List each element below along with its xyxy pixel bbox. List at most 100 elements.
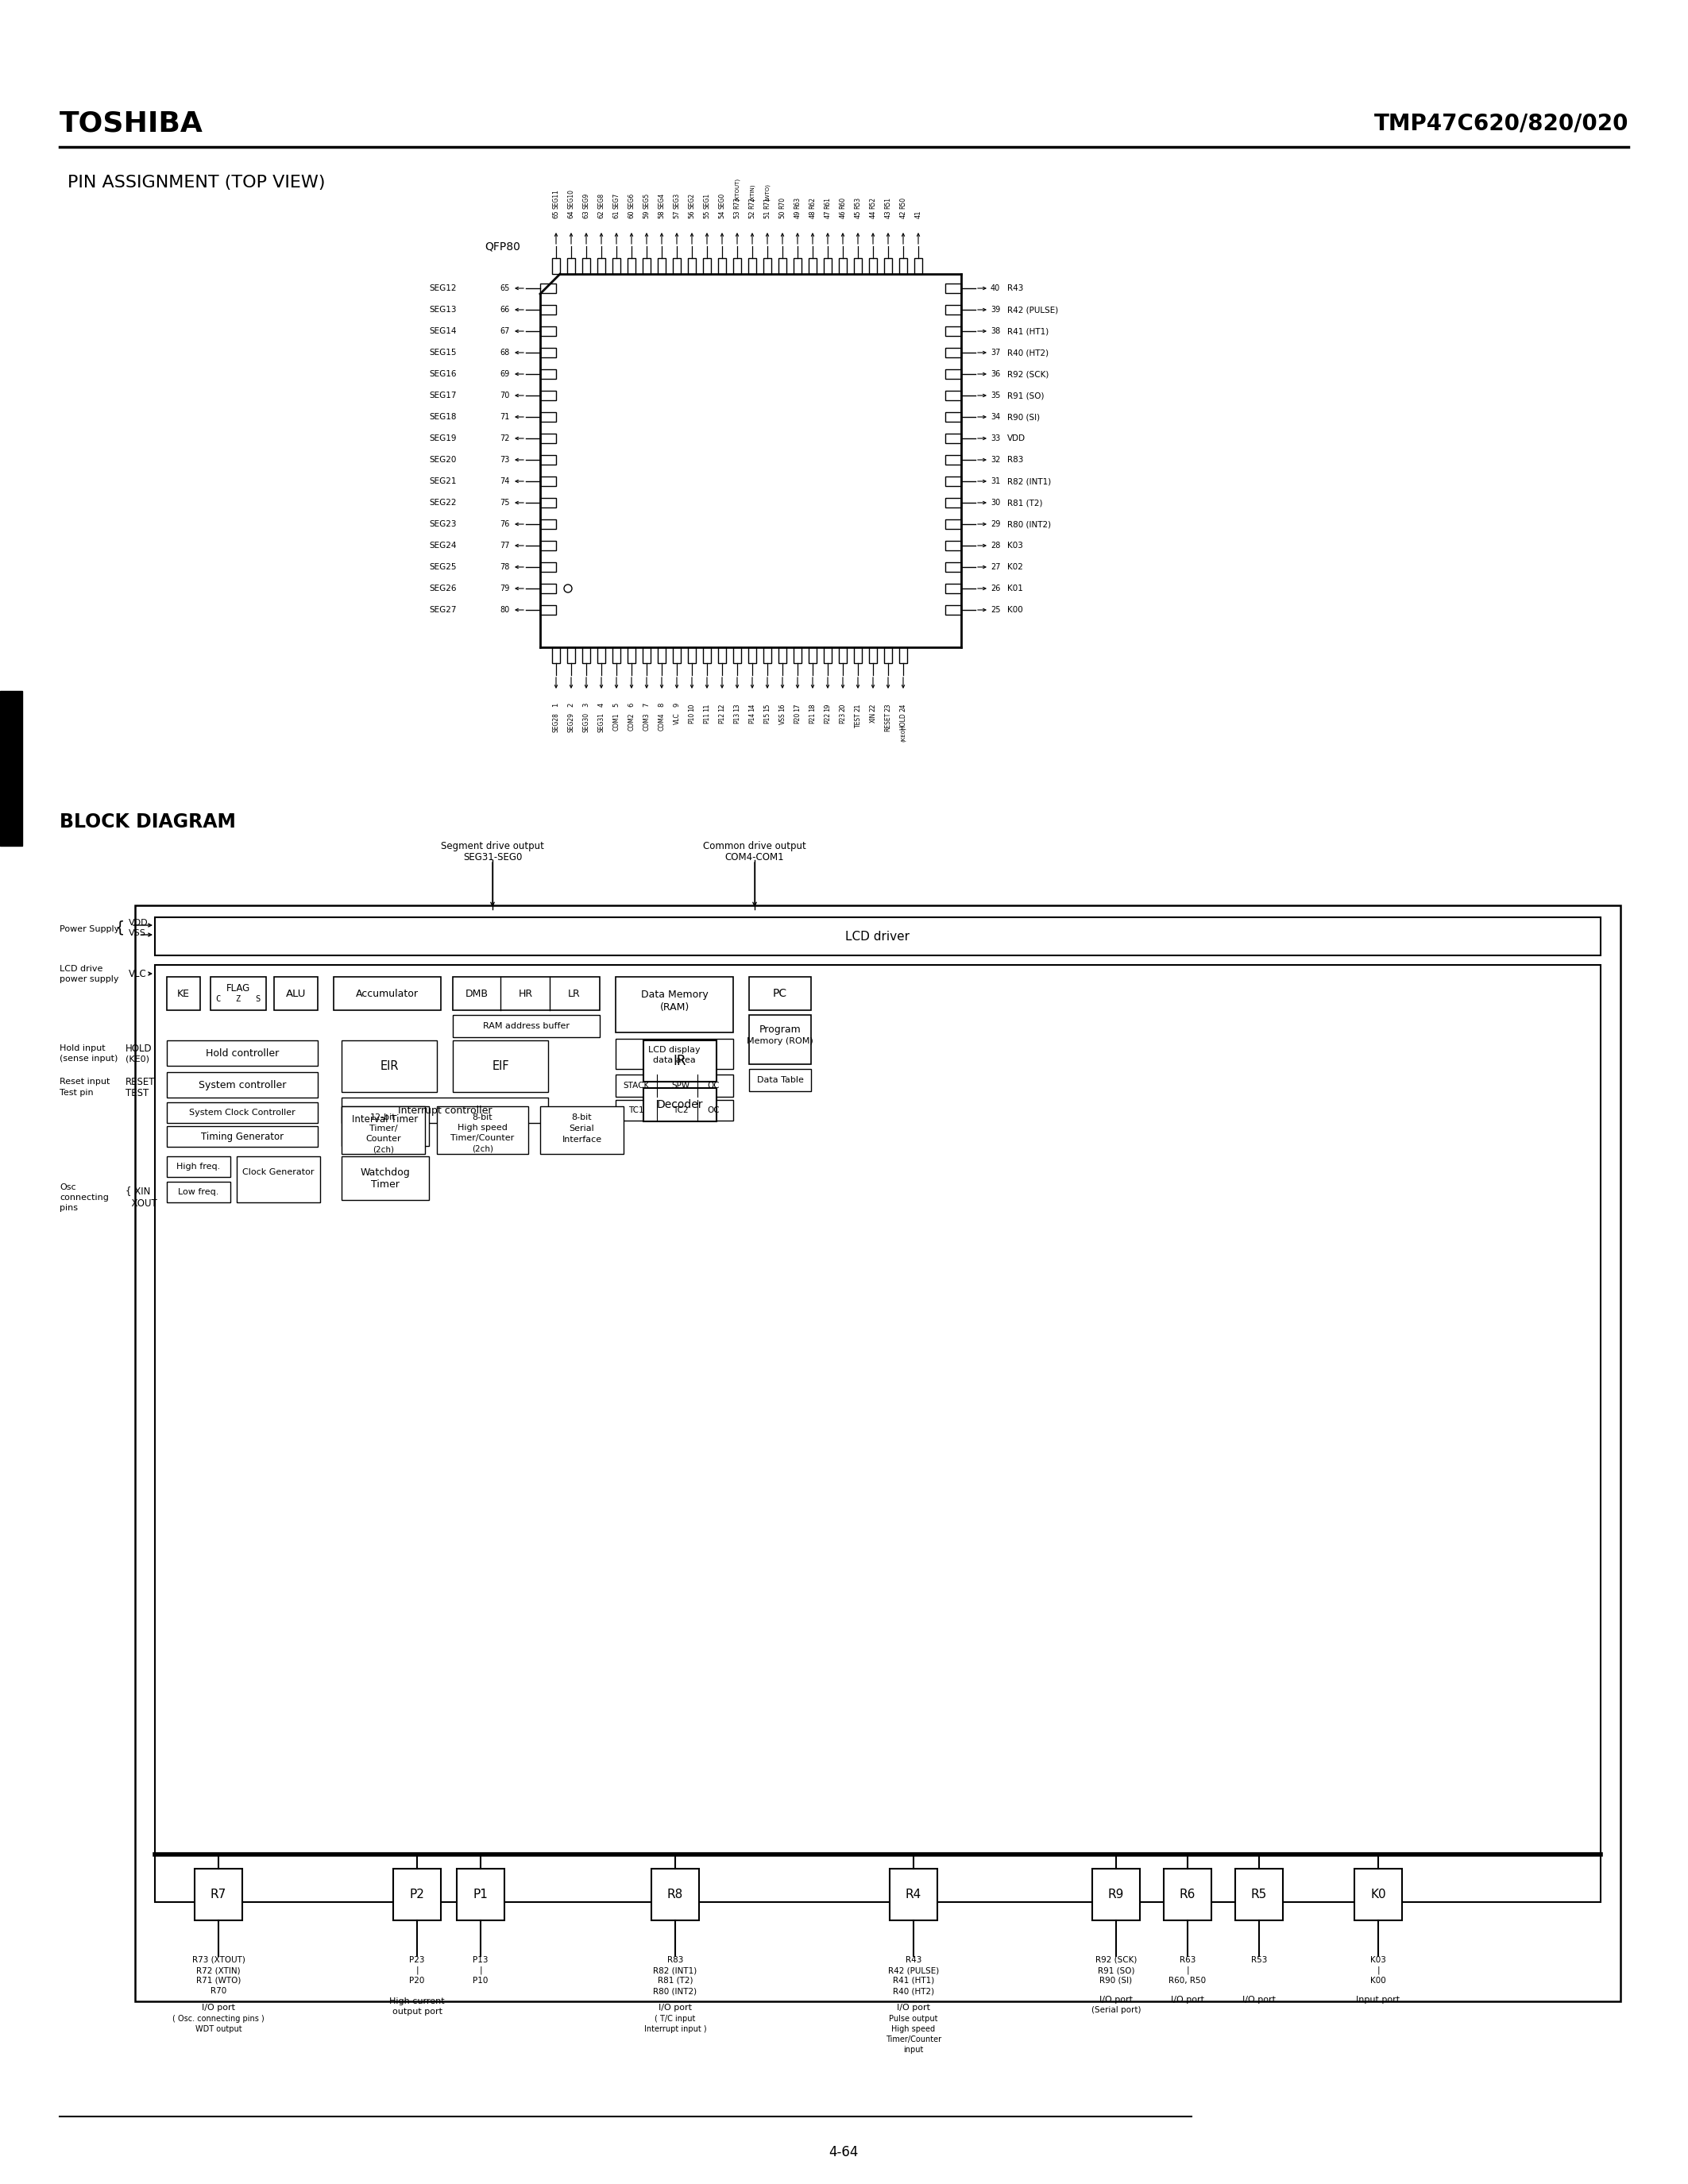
Bar	[540, 391, 555, 400]
Text: SEG24: SEG24	[429, 542, 457, 550]
Bar	[763, 258, 771, 273]
Text: 19: 19	[824, 703, 830, 712]
Bar	[613, 646, 621, 664]
Text: 76: 76	[500, 520, 510, 529]
Bar	[540, 1107, 623, 1153]
Text: Memory (ROM): Memory (ROM)	[746, 1037, 814, 1046]
Text: SEG9: SEG9	[582, 192, 589, 210]
Text: 23: 23	[885, 703, 891, 712]
Bar	[702, 258, 711, 273]
Text: P1: P1	[473, 1889, 488, 1900]
Text: SEG12: SEG12	[429, 284, 457, 293]
Text: EIF: EIF	[491, 1059, 510, 1072]
Text: SEG13: SEG13	[429, 306, 457, 314]
Bar	[552, 258, 560, 273]
Text: SEG20: SEG20	[429, 456, 457, 463]
Text: 72: 72	[500, 435, 510, 443]
Text: (XTIN): (XTIN)	[749, 183, 755, 201]
Bar	[582, 258, 591, 273]
Text: 36: 36	[991, 369, 1001, 378]
Bar	[748, 258, 756, 273]
Text: 6: 6	[628, 703, 635, 708]
Text: SEG19: SEG19	[429, 435, 457, 443]
Text: R83: R83	[1008, 456, 1023, 463]
Text: C   Z   S: C Z S	[216, 996, 260, 1002]
Text: TMP47C620/820/020: TMP47C620/820/020	[1374, 111, 1629, 133]
Text: K00: K00	[1371, 1977, 1386, 1985]
Text: 52: 52	[749, 210, 756, 218]
Text: High freq.: High freq.	[177, 1162, 221, 1171]
Bar	[945, 347, 960, 358]
Text: Timer/Counter: Timer/Counter	[886, 2035, 942, 2044]
Text: P10: P10	[689, 712, 695, 723]
Bar	[457, 1870, 505, 1920]
Bar	[839, 646, 847, 664]
Text: P10: P10	[473, 1977, 488, 1985]
Text: 2: 2	[567, 703, 574, 708]
Text: 63: 63	[582, 210, 589, 218]
Text: QFP80: QFP80	[484, 240, 520, 251]
Bar	[689, 646, 695, 664]
Text: P22: P22	[824, 712, 830, 723]
Bar	[598, 646, 606, 664]
Bar	[613, 258, 621, 273]
Bar	[167, 1182, 230, 1203]
Text: SEG16: SEG16	[429, 369, 457, 378]
Bar	[598, 258, 606, 273]
Text: Interrupt controller: Interrupt controller	[398, 1105, 491, 1116]
Text: R80 (INT2): R80 (INT2)	[653, 1987, 697, 1994]
Bar	[540, 435, 555, 443]
Text: data area: data area	[653, 1057, 695, 1064]
Bar	[945, 561, 960, 572]
Text: R70: R70	[211, 1987, 226, 1994]
Text: SEG6: SEG6	[628, 192, 635, 210]
Text: { XIN: { XIN	[125, 1186, 150, 1197]
Text: K02: K02	[1008, 563, 1023, 570]
Text: 57: 57	[674, 210, 680, 218]
Text: SEG31: SEG31	[598, 712, 604, 732]
Text: FLAG: FLAG	[226, 983, 250, 994]
Text: System controller: System controller	[199, 1079, 287, 1090]
Text: R90 (SI): R90 (SI)	[1101, 1977, 1133, 1985]
Bar	[674, 646, 680, 664]
Text: R62: R62	[809, 197, 817, 210]
Text: Test pin: Test pin	[59, 1090, 93, 1096]
Text: 14: 14	[749, 703, 756, 712]
Text: R81 (T2): R81 (T2)	[1008, 498, 1043, 507]
Text: Interface: Interface	[562, 1136, 601, 1144]
Text: SEG25: SEG25	[429, 563, 457, 570]
Text: 9: 9	[674, 703, 680, 708]
Text: SEG22: SEG22	[429, 498, 457, 507]
Text: R91 (SO): R91 (SO)	[1008, 391, 1045, 400]
Text: XIN: XIN	[869, 712, 876, 723]
Text: VSS: VSS	[778, 712, 787, 725]
Text: Reset input: Reset input	[59, 1077, 110, 1085]
Bar	[567, 646, 576, 664]
Text: |: |	[415, 1966, 419, 1974]
Text: 7: 7	[643, 703, 650, 708]
Text: SEG8: SEG8	[598, 192, 604, 210]
Text: Data Memory: Data Memory	[641, 989, 707, 1000]
Text: 79: 79	[500, 585, 510, 592]
Text: PC: PC	[773, 987, 787, 998]
Bar	[778, 258, 787, 273]
Bar	[1092, 1870, 1139, 1920]
Text: 51: 51	[763, 210, 771, 218]
Text: Timer/Counter: Timer/Counter	[451, 1133, 515, 1142]
Text: (WTO): (WTO)	[765, 183, 770, 201]
Text: R40 (HT2): R40 (HT2)	[1008, 349, 1048, 356]
Text: R83: R83	[667, 1957, 684, 1963]
Text: XOUT: XOUT	[125, 1199, 157, 1208]
Text: SEG18: SEG18	[429, 413, 457, 422]
Text: 4-64: 4-64	[829, 2145, 859, 2160]
Text: 12: 12	[719, 703, 726, 712]
Bar	[869, 646, 878, 664]
Text: R5: R5	[1251, 1889, 1268, 1900]
Text: TEST: TEST	[854, 712, 861, 727]
Text: TEST: TEST	[125, 1088, 149, 1099]
Text: SEG2: SEG2	[689, 192, 695, 210]
Text: R52: R52	[869, 197, 876, 210]
Text: SEG15: SEG15	[429, 349, 457, 356]
Bar	[452, 976, 599, 1011]
Bar	[854, 646, 863, 664]
